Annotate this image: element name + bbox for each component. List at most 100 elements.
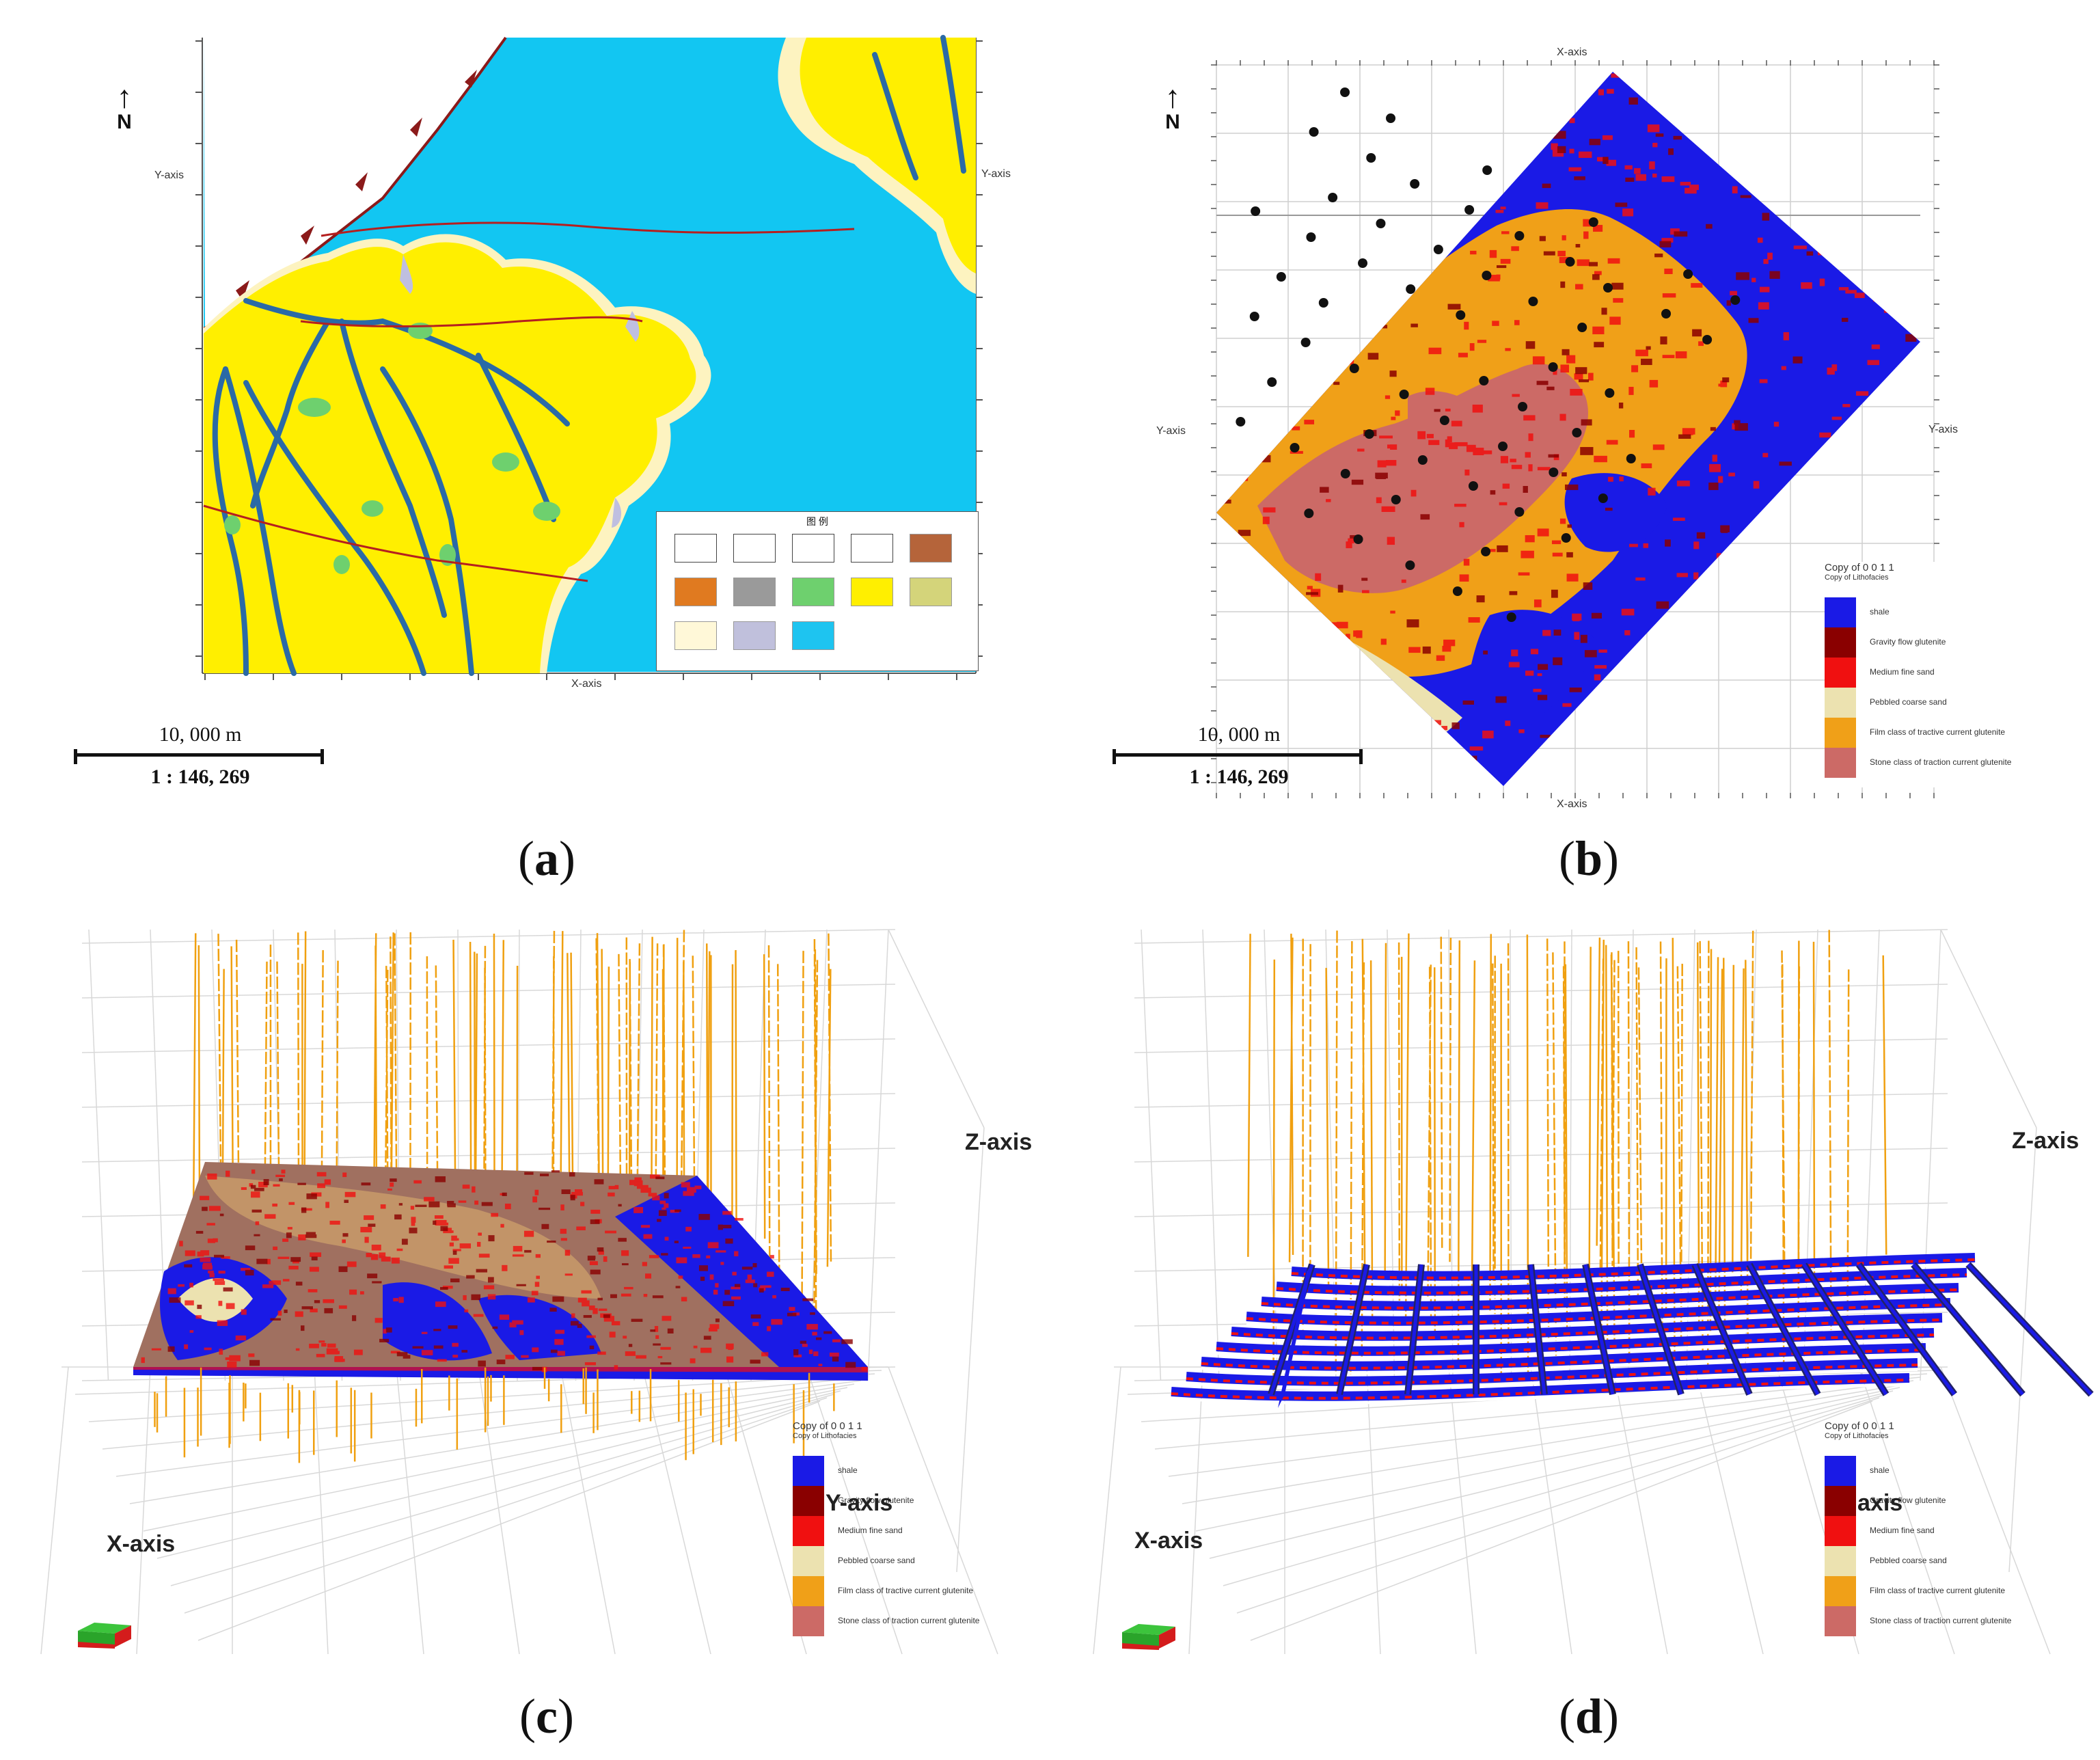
3d-fence-diagram [1093,929,2094,1655]
caption-c: (c) [519,1689,574,1744]
north-label: N [1165,111,1180,133]
orientation-cube-icon [78,1623,131,1649]
legend-item: shale [793,1456,1018,1486]
legend-subtitle: Copy of Lithofacies [1825,1432,1889,1440]
legend-item: shale [1825,1456,2050,1486]
legend-item: Gravity flow glutenite [1825,627,2050,658]
legend-swatch [1825,597,1856,627]
orientation-cube-icon [1122,1624,1175,1650]
y-axis-label-right: Y-axis [981,168,1011,180]
legend-swatch [793,1576,824,1606]
legend-label: Film class of tractive current glutenite [1870,1586,2006,1595]
map-legend-swatch [851,578,893,606]
scale-bar-b: 10, 000 m 1 : 146, 269 [1113,723,1365,805]
legend-item: Pebbled coarse sand [793,1546,1018,1576]
legend-subtitle: Copy of Lithofacies [793,1432,857,1440]
map-legend-swatch [792,578,834,606]
scale-ratio: 1 : 146, 269 [1189,766,1289,788]
map-legend-swatch [792,621,834,650]
legend-label: Stone class of traction current glutenit… [838,1616,980,1625]
lithofacies-map [1211,60,1939,798]
legend-label: shale [1870,607,1890,617]
x-axis-label-bottom: X-axis [1557,798,1587,810]
legend-item: Stone class of traction current glutenit… [1825,1606,2050,1636]
legend-label: shale [1870,1465,1890,1475]
z-axis-label: Z-axis [965,1129,1033,1155]
legend-label: Pebbled coarse sand [1870,697,1947,707]
map-legend-swatch [733,534,776,563]
legend-item: Medium fine sand [793,1516,1018,1546]
z-axis-label: Z-axis [2012,1128,2079,1154]
legend-item: Medium fine sand [1825,1516,2050,1546]
scale-bar-a: 10, 000 m 1 : 146, 269 [74,723,327,805]
legend-label: Gravity flow glutenite [1870,1495,1946,1505]
legend-item: Pebbled coarse sand [1825,688,2050,718]
legend-label: Stone class of traction current glutenit… [1870,1616,2012,1625]
legend-label: Medium fine sand [1870,667,1935,677]
caption-b: (b) [1558,831,1619,886]
legend-swatch [793,1486,824,1516]
x-axis-label-top: X-axis [1557,46,1587,58]
legend-label: Medium fine sand [1870,1526,1935,1535]
legend-swatch [1825,718,1856,748]
legend-label: Film class of tractive current glutenite [1870,727,2006,737]
lithofacies-legend-c: Copy of 0 0 1 1 Copy of Lithofacies shal… [793,1420,1052,1653]
legend-subtitle: Copy of Lithofacies [1825,573,1889,582]
map-legend-swatch [674,534,717,563]
legend-title: Copy of 0 0 1 1 [793,1420,862,1432]
legend-label: shale [838,1465,858,1475]
legend-label: Pebbled coarse sand [1870,1556,1947,1565]
north-arrow-icon: ↑ [116,79,133,114]
legend-swatch [1825,748,1856,778]
legend-swatch [1825,1516,1856,1546]
legend-item: shale [1825,597,2050,627]
north-arrow-a: ↑ N [111,81,138,133]
y-axis-label: axis [1857,1490,1903,1516]
map-legend-swatch [910,534,952,563]
x-axis-label: X-axis [1134,1528,1203,1554]
lithofacies-legend-d: Copy of 0 0 1 1 Copy of Lithofacies shal… [1825,1420,2084,1653]
x-axis-label: X-axis [571,678,602,690]
legend-label: Gravity flow glutenite [1870,637,1946,647]
legend-label: Gravity flow glutenite [838,1495,914,1505]
legend-title: Copy of 0 0 1 1 [1825,1420,1894,1432]
legend-label: Stone class of traction current glutenit… [1870,757,2012,767]
panel-c: Z-axis X-axis Y-axis Copy of 0 0 1 1 Cop… [0,889,1052,1760]
legend-item: Film class of tractive current glutenite [793,1576,1018,1606]
legend-label: Medium fine sand [838,1526,903,1535]
map-legend-swatch [792,534,834,563]
map-legend-swatch [851,534,893,563]
legend-item: Film class of tractive current glutenite [1825,1576,2050,1606]
legend-item: Stone class of traction current glutenit… [1825,748,2050,778]
caption-d: (d) [1558,1689,1619,1744]
legend-swatch [1825,627,1856,658]
3d-facies-model [40,929,998,1655]
scale-distance: 10, 000 m [159,723,242,746]
map-legend-swatch [674,621,717,650]
legend-item: Pebbled coarse sand [1825,1546,2050,1576]
scale-ratio: 1 : 146, 269 [150,766,250,788]
y-axis-label-left: Y-axis [1156,425,1186,437]
legend-item: Gravity flow glutenite [793,1486,1018,1516]
y-axis-label-right: Y-axis [1928,424,1958,435]
legend-swatch [793,1606,824,1636]
panel-a: ↑ N Y-axis Y-axis X-axis 图 例 10, 000 m 1… [0,0,1052,909]
panel-d: Z-axis X-axis axis Copy of 0 0 1 1 Copy … [1052,889,2100,1760]
legend-swatch [1825,1606,1856,1636]
legend-label: Film class of tractive current glutenite [838,1586,974,1595]
map-legend-title: 图 例 [806,516,828,527]
y-axis-label-left: Y-axis [154,170,184,181]
legend-swatch [793,1546,824,1576]
map-legend-swatch [674,578,717,606]
legend-swatch [793,1456,824,1486]
y-axis-label: Y-axis [826,1490,893,1516]
panel-b: X-axis X-axis Y-axis Y-axis ↑ N Copy of … [1052,0,2100,909]
legend-swatch [1825,1486,1856,1516]
legend-item: Stone class of traction current glutenit… [793,1606,1018,1636]
scale-distance: 10, 000 m [1197,723,1281,746]
legend-item: Film class of tractive current glutenite [1825,718,2050,748]
map-legend-swatch [733,621,776,650]
x-axis-label: X-axis [107,1531,176,1557]
north-label: N [117,111,132,133]
map-legend-swatch [733,578,776,606]
